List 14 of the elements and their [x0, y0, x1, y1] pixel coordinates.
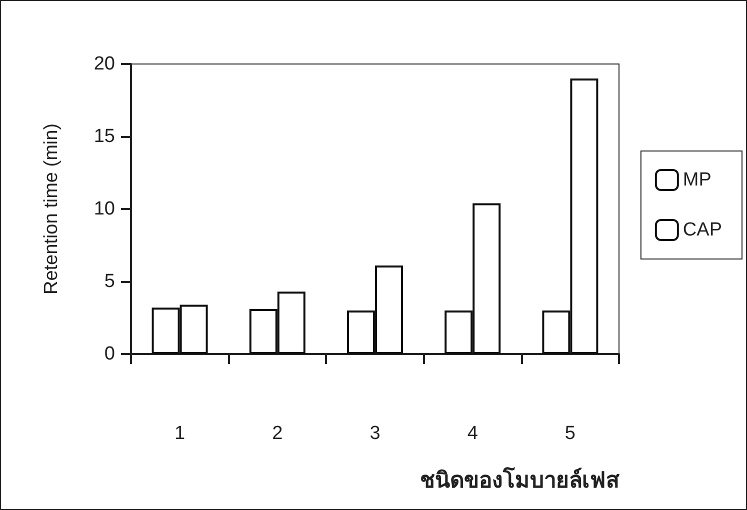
legend-label: MP: [682, 170, 712, 190]
y-tick-label: 5: [104, 271, 115, 292]
x-tick-label: 3: [370, 423, 380, 444]
x-tick-label: 2: [272, 423, 283, 444]
x-axis-title: ชนิดของโมบายล์เฟส: [420, 466, 620, 492]
x-tick-label: 1: [174, 423, 186, 444]
x-tick-label: 5: [564, 423, 576, 444]
y-tick-label: 15: [94, 126, 115, 147]
y-tick-label: 20: [94, 54, 115, 74]
x-tick-label: 4: [467, 423, 478, 444]
y-tick-label: 0: [104, 344, 115, 364]
y-axis-title: Retention time (min): [41, 123, 62, 295]
y-tick-label: 10: [94, 198, 115, 220]
legend-label: CAP: [682, 220, 722, 240]
